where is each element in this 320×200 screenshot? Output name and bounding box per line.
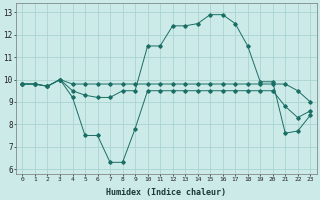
- X-axis label: Humidex (Indice chaleur): Humidex (Indice chaleur): [106, 188, 226, 197]
